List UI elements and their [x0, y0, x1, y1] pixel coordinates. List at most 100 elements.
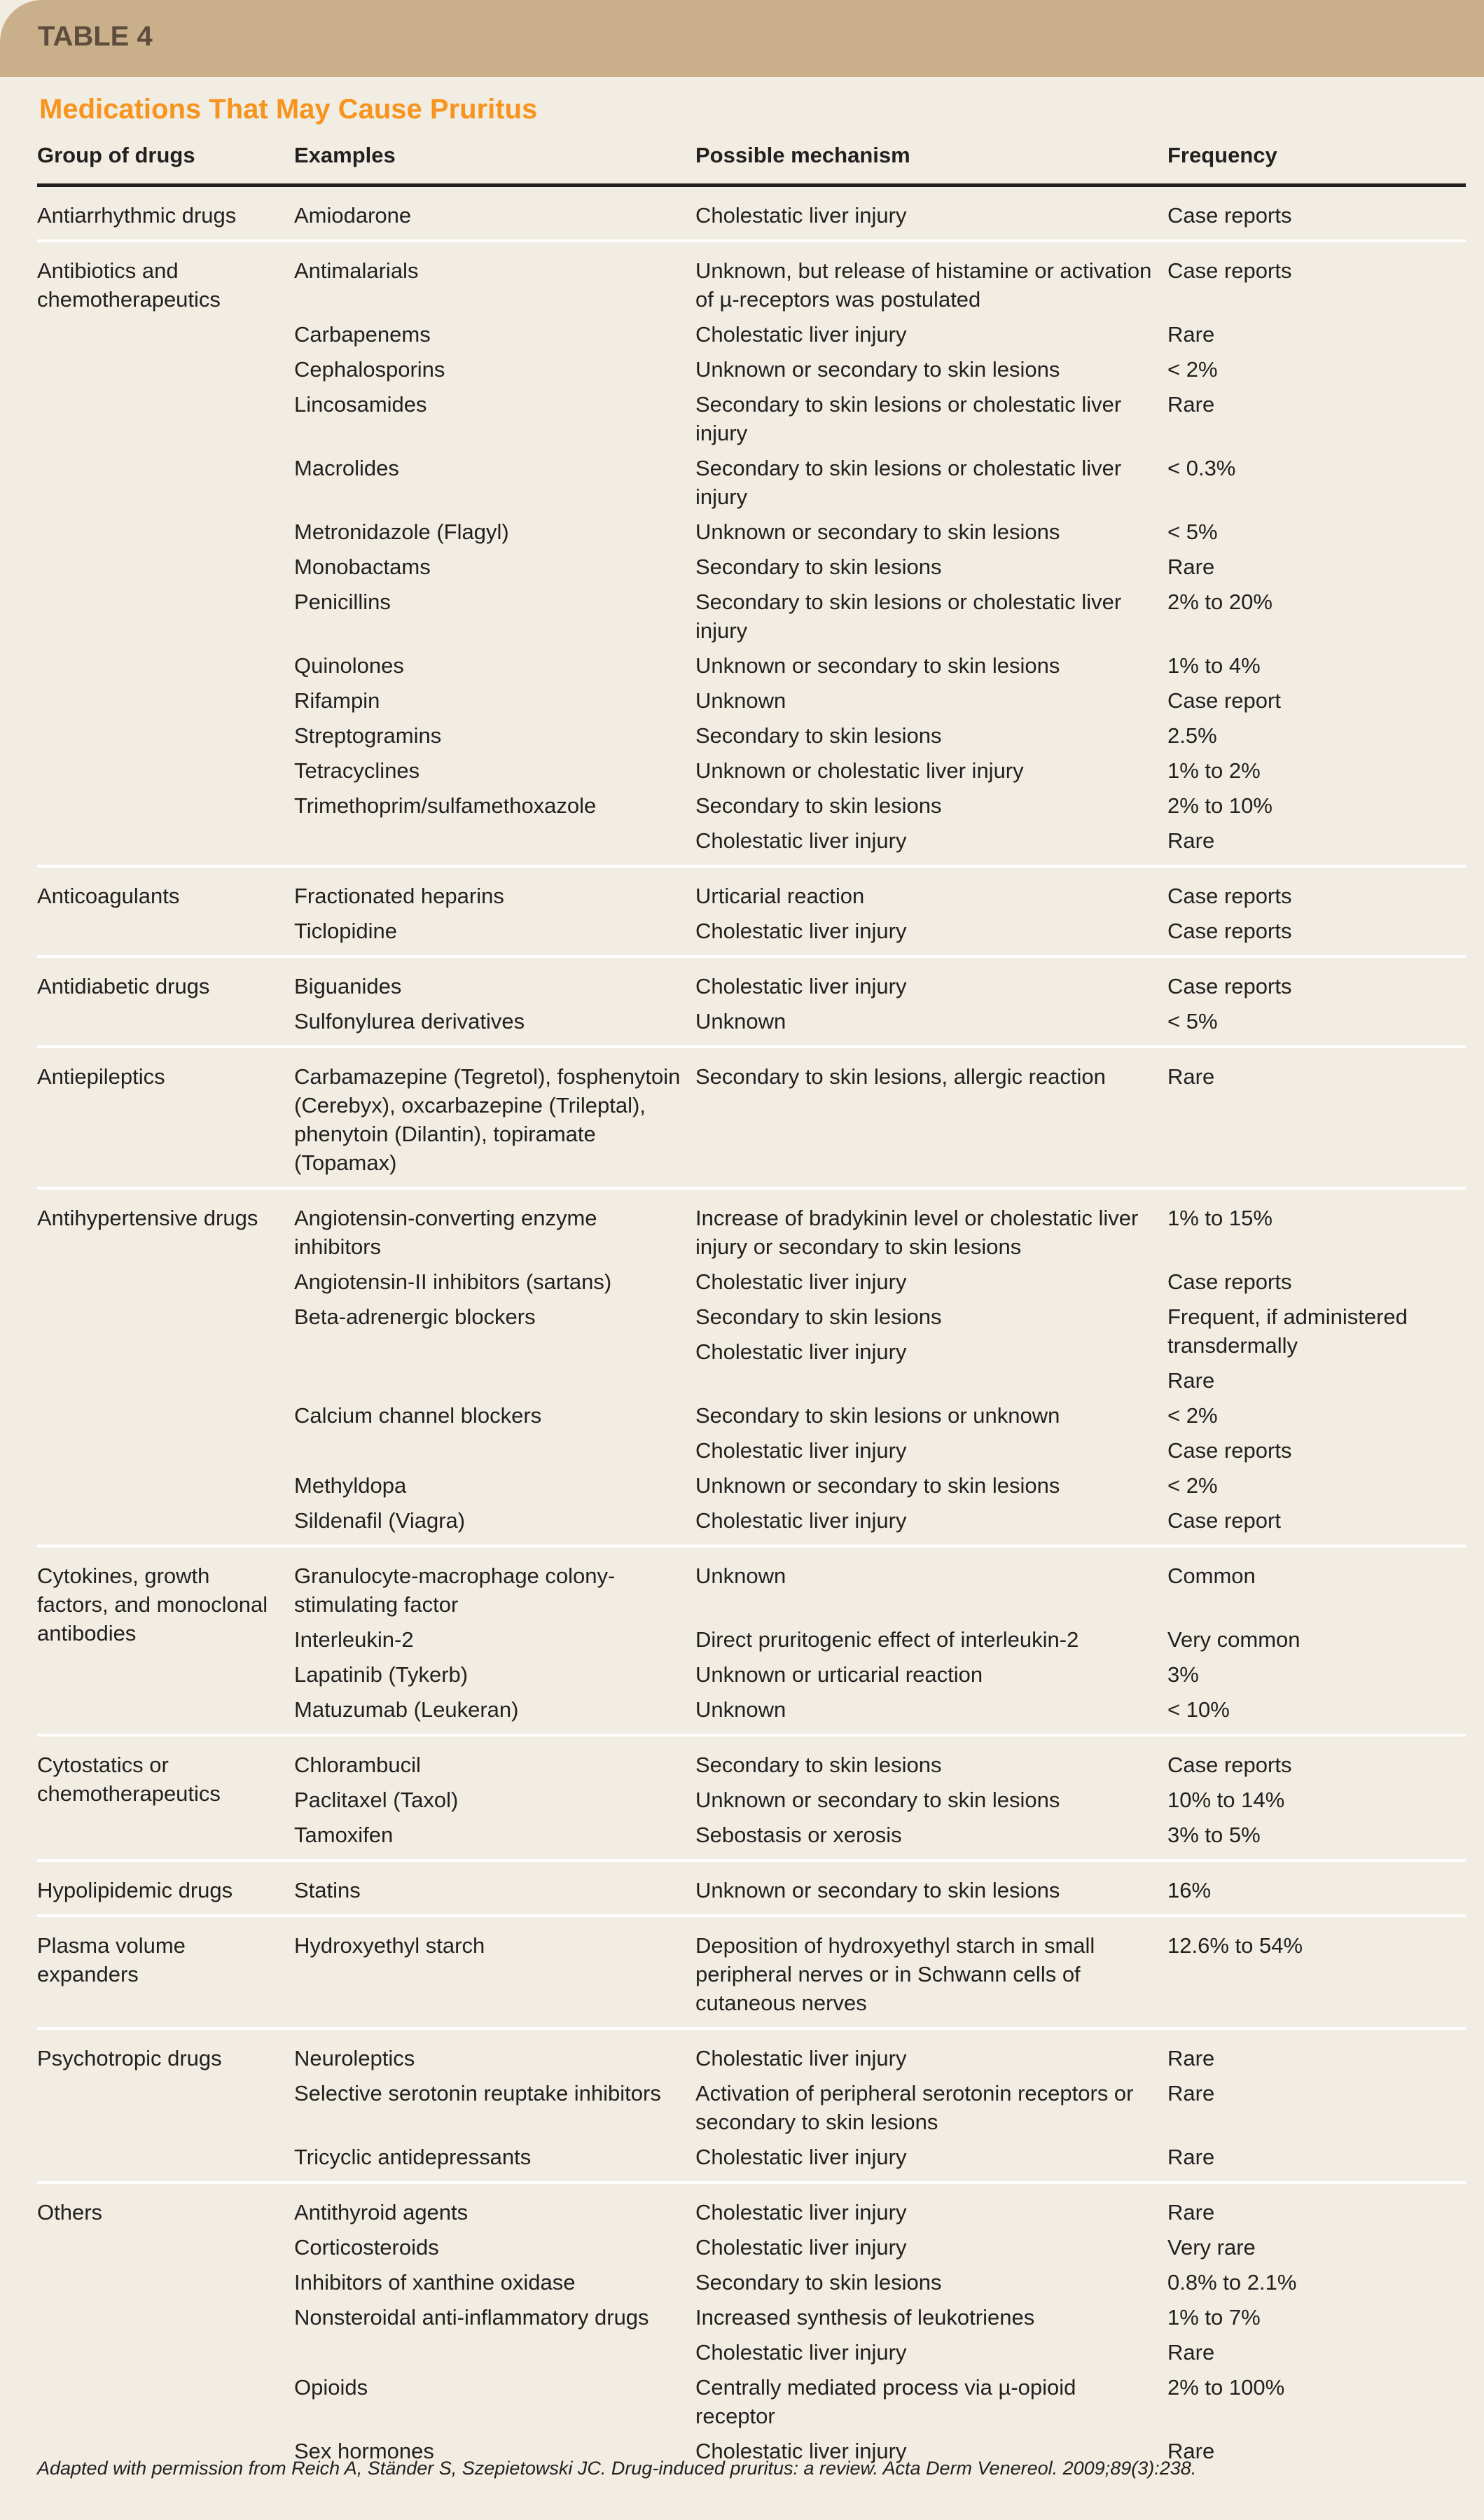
header-frequency: Frequency [1167, 143, 1277, 167]
example-cell: Chlorambucil [294, 1753, 421, 1777]
example-cell: Amiodarone [294, 203, 412, 228]
mechanism-cell: Secondary to skin lesions [695, 2270, 942, 2295]
frequency-cell: < 2% [1167, 357, 1218, 382]
table-row: Beta-adrenergic blockers Secondary to ski… [294, 1302, 1466, 1395]
frequency-cell: Case reports [1167, 1438, 1292, 1463]
example-cell: Angiotensin-II inhibitors (sartans) [294, 1269, 612, 1294]
group-name: Psychotropic drugs [37, 2046, 222, 2070]
table-row: Paclitaxel (Taxol) Unknown or secondary t… [294, 1785, 1466, 1814]
frequency-cell: Very common [1167, 1627, 1301, 1652]
mechanism-cell: Centrally mediated process via µ-opioid … [695, 2375, 1076, 2428]
table-row: Tamoxifen Sebostasis or xerosis 3% to 5% [294, 1821, 1466, 1849]
table-row: Methyldopa Unknown or secondary to skin l… [294, 1471, 1466, 1500]
table-label-band: TABLE 4 [0, 0, 1484, 77]
example-cell: Carbamazepine (Tegretol), fosphe­nytoin … [294, 1064, 681, 1175]
table-row: Cholestatic liver injury Rare [294, 826, 1466, 855]
mechanism-cell: Secondary to skin lesions or cholestatic… [695, 456, 1122, 509]
example-cell: Tricyclic antidepressants [294, 2145, 532, 2169]
table-row: Neuroleptics Cholestatic liver injury Rare [294, 2044, 1466, 2073]
frequency-cell: Case reports [1167, 258, 1292, 283]
mechanism-cell: Cholestatic liver injury [695, 203, 907, 228]
drug-group: Antiarrhythmic drugs Amiodarone Cholestati… [37, 187, 1466, 242]
frequency-cell: Case reports [1167, 974, 1292, 998]
group-rows: Fractionated heparins Urticarial reaction… [294, 882, 1466, 945]
group-name: Anticoagulants [37, 884, 180, 908]
header-group: Group of drugs [37, 143, 195, 167]
medications-table: Group of drugs Examples Possible mechani… [37, 140, 1466, 2475]
group-rows: Chlorambucil Secondary to skin lesions Cas… [294, 1750, 1466, 1849]
example-cell: Corticosteroids [294, 2235, 439, 2260]
group-rows: Carbamazepine (Tegretol), fosphe­nytoin … [294, 1062, 1466, 1177]
example-cell: Matuzumab (Leukeran) [294, 1697, 519, 1722]
table-row: Antithyroid agents Cholestatic liver inju… [294, 2198, 1466, 2227]
drug-group: Cytokines, growth factors, and mono­clon… [37, 1547, 1466, 1736]
mechanism-cell: Unknown [695, 1009, 786, 1033]
table-label: TABLE 4 [38, 21, 153, 52]
mechanism-cell: Cholestatic liver injury [695, 1269, 907, 1294]
table-row: Hydroxyethyl starch Deposition of hydroxy… [294, 1931, 1466, 2017]
example-cell: Granulocyte-macrophage colony-stimulatin… [294, 1564, 616, 1617]
example-cell [294, 826, 695, 855]
drug-group: Antidiabetic drugs Biguanides Cholestatic … [37, 958, 1466, 1048]
group-rows: Antimalarials Unknown, but release of his… [294, 256, 1466, 855]
frequency-cell: Rare [1167, 2439, 1215, 2463]
example-cell: Neuroleptics [294, 2046, 415, 2070]
frequency-cell: Case reports [1167, 203, 1292, 228]
example-cell: Quinolones [294, 653, 404, 678]
mechanism-cell: Cholestatic liver injury [695, 2200, 907, 2225]
mechanism-cell: Cholestatic liver injury [695, 2439, 907, 2463]
mechanism-cell: Cholestatic liver injury [695, 828, 907, 853]
frequency-cell: Rare [1167, 2200, 1215, 2225]
example-cell: Streptogramins [294, 723, 442, 748]
example-cell: Antimalarials [294, 258, 419, 283]
mechanism-cell: Unknown or secondary to skin lesions [695, 1788, 1060, 1812]
frequency-cell: Case reports [1167, 884, 1292, 908]
example-cell: Statins [294, 1878, 361, 1902]
frequency-cell: Case report [1167, 1508, 1281, 1533]
table-row: Trimethoprim/sulfamethoxazole Secondary t… [294, 791, 1466, 820]
frequency-cell: Rare [1167, 2081, 1215, 2105]
mechanism-cell: Secondary to skin lesions [695, 793, 942, 818]
header-mechanism: Possible mechanism [695, 143, 910, 167]
table-row: Quinolones Unknown or secondary to skin l… [294, 651, 1466, 680]
mechanism-cell: Cholestatic liver injury [695, 919, 907, 943]
source-footnote: Adapted with permission from Reich A, St… [37, 2458, 1197, 2479]
example-cell: Inhibitors of xanthine oxidase [294, 2270, 576, 2295]
frequency-cell: 16% [1167, 1878, 1212, 1902]
mechanism-cell: Secondary to skin lesions [695, 723, 942, 748]
table-row: Antimalarials Unknown, but release of his… [294, 256, 1466, 314]
mechanism-cell: Cholestatic liver injury [695, 2145, 907, 2169]
table-row: Statins Unknown or secondary to skin lesi… [294, 1876, 1466, 1905]
frequency-cell: 10% to 14% [1167, 1788, 1285, 1812]
frequency-cell: 1% to 2% [1167, 758, 1261, 783]
frequency-cell: Case reports [1167, 1753, 1292, 1777]
frequency-line: Rare [1167, 2340, 1215, 2365]
mechanism-cell: Unknown or secondary to skin lesions [695, 1473, 1060, 1498]
table-title: Medications That May Cause Pruritus [39, 94, 538, 125]
frequency-cell: 3% [1167, 1662, 1199, 1687]
frequency-line: 1% to 7% [1167, 2305, 1261, 2330]
mechanism-cell: Unknown or cholestatic liver injury [695, 758, 1024, 783]
frequency-cell: Rare [1167, 828, 1215, 853]
header-examples: Examples [294, 143, 396, 167]
table-row: Rifampin Unknown Case report [294, 686, 1466, 715]
mechanism-cell: Secondary to skin lesions or cholestatic… [695, 590, 1122, 643]
group-rows: Antithyroid agents Cholestatic liver inju… [294, 2198, 1466, 2465]
table-row: Corticosteroids Cholestatic liver injury V… [294, 2233, 1466, 2262]
frequency-cell: 2% to 10% [1167, 793, 1273, 818]
mechanism-cell: Cholestatic liver injury [695, 1438, 907, 1463]
table-row: Tricyclic antidepressants Cholestatic liv… [294, 2143, 1466, 2171]
mechanism-cell: Direct pruritogenic effect of interleuki… [695, 1627, 1079, 1652]
group-rows: Neuroleptics Cholestatic liver injury Rare… [294, 2044, 1466, 2171]
table-row: Cephalosporins Unknown or secondary to sk… [294, 355, 1466, 384]
example-cell: Metronidazole (Flagyl) [294, 520, 509, 544]
drug-group: Hypolipidemic drugs Statins Unknown or sec… [37, 1862, 1466, 1917]
mechanism-cell: Cholestatic liver injury [695, 1508, 907, 1533]
group-rows: Statins Unknown or secondary to skin lesi… [294, 1876, 1466, 1905]
table-row: Biguanides Cholestatic liver injury Case r… [294, 972, 1466, 1001]
mechanism-cell: Unknown [695, 688, 786, 713]
example-cell: Monobactams [294, 555, 431, 579]
table-row: Nonsteroidal anti-inflammatory drugs Incr… [294, 2303, 1466, 2367]
example-cell: Ticlopidine [294, 919, 398, 943]
example-cell: Nonsteroidal anti-inflammatory drugs [294, 2305, 649, 2330]
